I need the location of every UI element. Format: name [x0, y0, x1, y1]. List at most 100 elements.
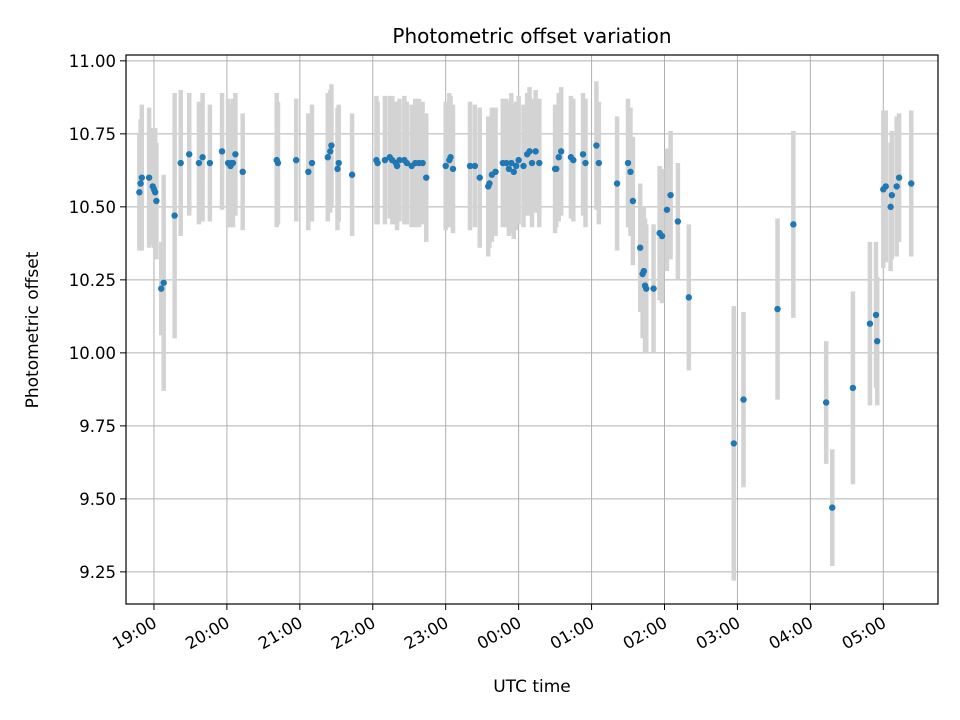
data-point: [374, 159, 381, 167]
data-point: [908, 180, 915, 187]
data-point: [381, 156, 389, 164]
data-point: [239, 168, 246, 176]
data-point: [663, 206, 671, 213]
data-point: [526, 148, 533, 155]
data-point: [512, 162, 520, 170]
data-point: [447, 154, 454, 161]
data-point: [866, 320, 874, 327]
y-axis-ticks: 9.25 9.50 9.75 10.00 10.25 10.50 10.75 11.00: [69, 52, 126, 582]
data-point: [888, 191, 896, 199]
data-point: [158, 285, 165, 292]
data-point: [324, 154, 331, 161]
data-point: [327, 148, 334, 155]
data-point: [396, 156, 403, 164]
data-point: [229, 159, 237, 167]
data-point: [486, 180, 493, 187]
grid: [126, 55, 938, 604]
data-point: [177, 159, 184, 167]
data-points: [136, 142, 915, 511]
data-point: [199, 154, 206, 161]
data-point: [658, 232, 666, 240]
plot-frame: [125, 54, 939, 605]
data-point: [171, 212, 178, 219]
data-point: [640, 267, 648, 275]
data-point: [328, 142, 335, 149]
data-point: [557, 148, 565, 155]
data-point: [528, 159, 536, 167]
y-tick-label: 11.00: [69, 52, 116, 71]
data-point: [403, 159, 410, 167]
data-point: [423, 174, 430, 181]
data-point: [740, 396, 747, 403]
data-point: [145, 174, 153, 181]
data-point: [348, 171, 356, 178]
data-point: [232, 151, 239, 158]
data-point: [466, 162, 474, 170]
data-point: [674, 218, 682, 225]
data-point: [582, 159, 589, 167]
data-point: [774, 305, 781, 313]
data-point: [627, 168, 634, 176]
data-point: [503, 159, 510, 167]
data-point: [308, 159, 316, 167]
data-point: [667, 191, 674, 199]
data-point: [335, 159, 342, 167]
data-point: [887, 203, 894, 211]
data-point: [790, 221, 797, 228]
y-tick-label: 10.50: [69, 198, 116, 217]
data-point: [570, 156, 577, 164]
data-point: [536, 159, 543, 167]
data-point: [505, 165, 513, 173]
data-point: [137, 180, 144, 187]
data-point: [872, 311, 880, 319]
data-point: [520, 162, 527, 170]
data-point: [636, 244, 644, 251]
data-point: [442, 162, 449, 170]
data-point: [829, 504, 836, 511]
data-point: [218, 148, 226, 155]
data-point: [822, 399, 830, 406]
data-point: [515, 156, 522, 164]
data-point: [449, 165, 457, 173]
data-point: [730, 440, 737, 447]
data-point: [593, 142, 600, 149]
data-point: [471, 162, 479, 170]
data-point: [274, 159, 282, 167]
data-point: [292, 156, 300, 164]
data-point: [492, 168, 499, 176]
data-point: [153, 197, 160, 205]
data-point: [555, 154, 562, 161]
data-point: [553, 165, 560, 173]
y-tick-label: 10.75: [69, 125, 116, 144]
data-point: [136, 189, 143, 196]
data-point: [419, 159, 426, 167]
x-axis-label: UTC time: [493, 677, 571, 697]
data-point: [613, 180, 621, 187]
y-axis-label: Photometric offset: [23, 251, 43, 408]
data-point: [643, 285, 650, 292]
data-point: [186, 151, 193, 158]
data-point: [508, 159, 515, 167]
data-point: [895, 174, 903, 181]
data-point: [476, 174, 483, 181]
data-point: [151, 189, 159, 196]
y-tick-label: 9.75: [79, 417, 116, 436]
data-point: [874, 337, 881, 345]
data-point: [650, 285, 657, 292]
data-point: [532, 148, 539, 155]
data-point: [893, 183, 900, 190]
data-point: [579, 151, 587, 158]
y-tick-label: 10.00: [69, 344, 116, 363]
data-point: [334, 165, 341, 173]
data-point: [195, 159, 203, 167]
chart-title: Photometric offset variation: [392, 24, 671, 48]
data-point: [882, 183, 889, 190]
data-point: [685, 294, 693, 301]
data-point: [849, 384, 857, 392]
data-point: [393, 162, 401, 170]
y-tick-label: 10.25: [69, 271, 116, 290]
y-tick-label: 9.50: [79, 490, 116, 509]
data-point: [160, 279, 167, 286]
data-point: [206, 159, 214, 167]
